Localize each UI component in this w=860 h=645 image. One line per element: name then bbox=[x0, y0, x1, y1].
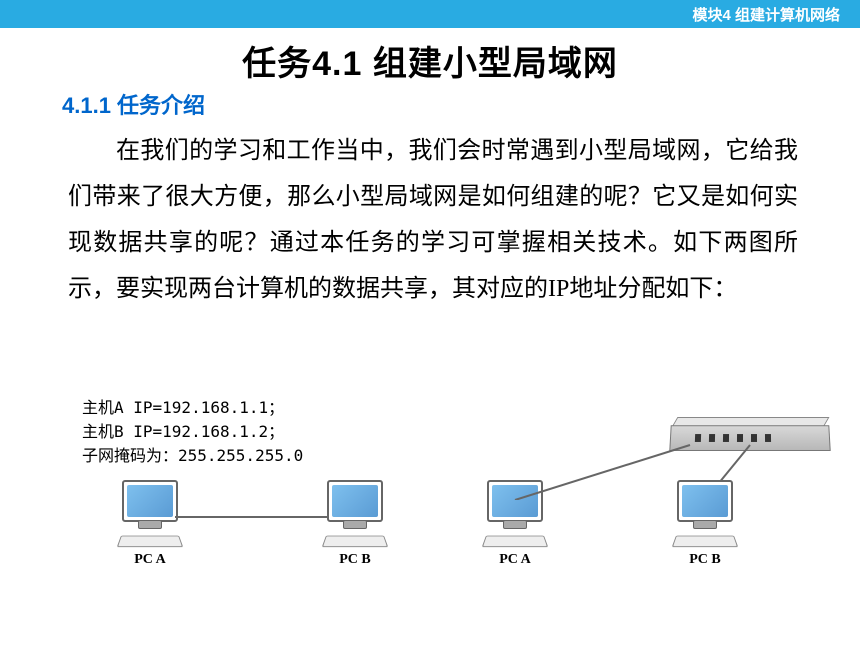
section-heading: 4.1.1 任务介绍 bbox=[62, 88, 205, 120]
keyboard-icon bbox=[482, 536, 548, 548]
ethernet-cable bbox=[175, 516, 330, 518]
pc-label: PC A bbox=[470, 552, 560, 568]
module-label: 模块4 组建计算机网络 bbox=[692, 4, 840, 25]
ip-line-host-a: 主机A IP=192.168.1.1； bbox=[82, 396, 303, 420]
body-paragraph: 在我们的学习和工作当中，我们会时常遇到小型局域网，它给我们带来了很大方便，那么小… bbox=[68, 128, 798, 312]
monitor-icon bbox=[122, 480, 178, 522]
network-diagram: PC A PC B PC A PC B bbox=[60, 470, 830, 620]
ip-line-subnet: 子网掩码为：255.255.255.0 bbox=[82, 444, 303, 468]
pc-label: PC B bbox=[660, 552, 750, 568]
keyboard-icon bbox=[117, 536, 183, 548]
ip-line-host-b: 主机B IP=192.168.1.2； bbox=[82, 420, 303, 444]
ip-config-block: 主机A IP=192.168.1.1； 主机B IP=192.168.1.2； … bbox=[82, 396, 303, 468]
keyboard-icon bbox=[672, 536, 738, 548]
pc-node: PC A bbox=[105, 480, 195, 568]
pc-label: PC B bbox=[310, 552, 400, 568]
pc-node: PC B bbox=[660, 480, 750, 568]
page-title: 任务4.1 组建小型局域网 bbox=[0, 36, 860, 85]
monitor-icon bbox=[677, 480, 733, 522]
keyboard-icon bbox=[322, 536, 388, 548]
pc-label: PC A bbox=[105, 552, 195, 568]
monitor-icon bbox=[327, 480, 383, 522]
header-band: 模块4 组建计算机网络 bbox=[0, 0, 860, 28]
pc-node: PC B bbox=[310, 480, 400, 568]
